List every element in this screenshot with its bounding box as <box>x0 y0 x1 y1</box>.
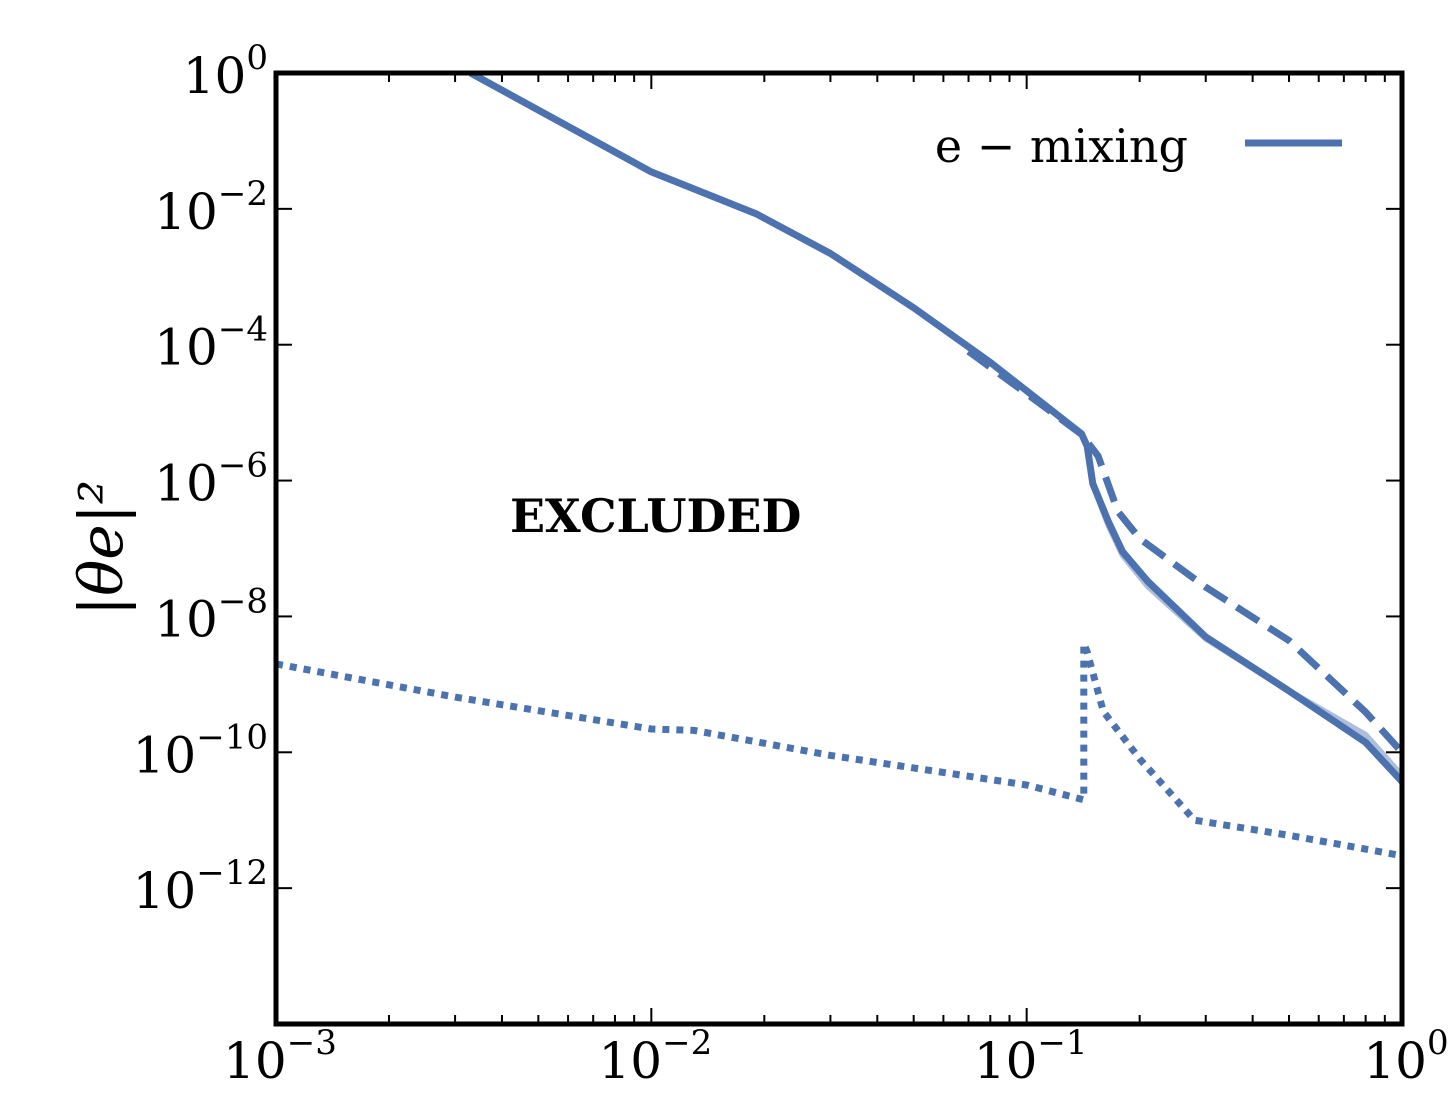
y-tick-label: 10−12 <box>133 853 268 920</box>
y-tick-label: 10−4 <box>154 310 268 377</box>
y-axis-label: |θe|² <box>67 480 137 616</box>
plot-frame <box>273 70 1405 1027</box>
annotation-excluded: EXCLUDED <box>510 489 801 543</box>
x-tick-label: 10−3 <box>223 1023 337 1090</box>
y-tick-label: 100 <box>183 38 268 105</box>
y-axis-label-text: |θe|² <box>67 480 137 616</box>
y-tick-label: 10−10 <box>133 717 268 784</box>
series-line-solid-faint <box>1084 444 1402 778</box>
series-line-dotted <box>276 642 1402 860</box>
y-tick-label: 10−6 <box>154 446 268 513</box>
y-tick-label: 10−8 <box>154 581 268 648</box>
x-tick-label: 100 <box>1363 1023 1448 1090</box>
series-layer <box>276 73 1402 860</box>
y-tick-label: 10−2 <box>154 174 268 241</box>
series-line-solid <box>468 73 1402 784</box>
labels-layer: 10−3 10−2 10−1 100 100 10−2 10−4 10−6 10−8 10−10 1… <box>133 38 1449 1090</box>
x-tick-label: 10−2 <box>598 1023 712 1090</box>
x-tick-label: 10−1 <box>974 1023 1088 1090</box>
legend: e − mixing <box>935 119 1342 173</box>
ticks-layer <box>275 72 1403 1025</box>
series-line-dashed <box>966 348 1402 755</box>
legend-label: e − mixing <box>935 119 1188 173</box>
